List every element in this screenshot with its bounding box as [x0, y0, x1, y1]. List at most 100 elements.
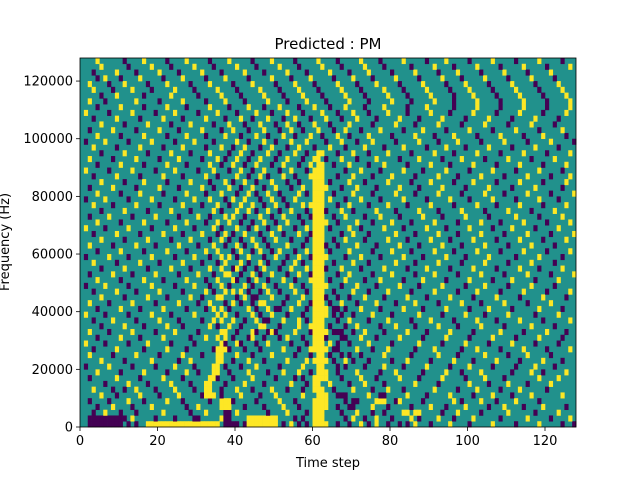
- heatmap-cell: [545, 219, 550, 226]
- heatmap-cell: [211, 207, 216, 214]
- heatmap-cell: [246, 75, 251, 82]
- heatmap-cell: [95, 369, 100, 376]
- heatmap-cell: [328, 248, 333, 255]
- heatmap-cell: [266, 132, 271, 140]
- heatmap-cell: [91, 144, 96, 151]
- heatmap-cell: [235, 328, 240, 336]
- heatmap-cell: [95, 421, 100, 428]
- heatmap-cell: [548, 69, 554, 76]
- heatmap-cell: [231, 127, 236, 134]
- heatmap-cell: [428, 202, 433, 209]
- heatmap-cell: [343, 104, 348, 111]
- heatmap-cell: [215, 109, 220, 116]
- heatmap-cell: [227, 236, 232, 243]
- heatmap-cell: [378, 127, 383, 134]
- heatmap-cell: [572, 190, 577, 197]
- heatmap-cell: [498, 98, 503, 105]
- heatmap-cell: [370, 248, 375, 255]
- heatmap-cell: [417, 184, 422, 191]
- heatmap-cell: [312, 173, 317, 180]
- heatmap-cell: [273, 202, 278, 209]
- heatmap-cell: [324, 357, 329, 364]
- heatmap-cell: [421, 305, 426, 312]
- heatmap-cell: [262, 236, 267, 243]
- heatmap-cell: [196, 421, 201, 428]
- heatmap-cell: [521, 288, 526, 295]
- heatmap-cell: [568, 317, 573, 324]
- heatmap-cell: [459, 300, 464, 307]
- heatmap-cell: [196, 300, 201, 307]
- heatmap-cell: [281, 213, 286, 220]
- heatmap-cell: [250, 236, 255, 243]
- x-tick-label: 80: [382, 434, 399, 449]
- heatmap-cell: [235, 409, 240, 416]
- heatmap-cell: [514, 254, 519, 261]
- heatmap-cell: [362, 236, 368, 243]
- heatmap-cell: [335, 173, 340, 180]
- heatmap-cell: [180, 98, 185, 105]
- heatmap-cell: [308, 213, 313, 220]
- heatmap-cell: [517, 236, 523, 243]
- heatmap-cell: [428, 317, 433, 324]
- heatmap-cell: [479, 369, 484, 376]
- heatmap-cell: [103, 380, 108, 387]
- heatmap-cell: [320, 288, 325, 295]
- heatmap-cell: [331, 213, 337, 220]
- heatmap-cell: [149, 403, 154, 411]
- heatmap-cell: [320, 340, 325, 347]
- heatmap-cell: [165, 346, 170, 353]
- heatmap-cell: [386, 317, 391, 324]
- heatmap-cell: [463, 254, 468, 261]
- heatmap-cell: [475, 150, 480, 157]
- heatmap-cell: [386, 346, 391, 353]
- heatmap-cell: [157, 98, 162, 105]
- heatmap-cell: [355, 219, 360, 226]
- heatmap-cell: [471, 357, 476, 364]
- heatmap-cell: [463, 144, 468, 151]
- heatmap-cell: [103, 138, 108, 145]
- heatmap-cell: [436, 259, 441, 266]
- heatmap-cell: [161, 75, 166, 82]
- heatmap-cell: [312, 242, 317, 249]
- heatmap-cell: [548, 230, 554, 238]
- heatmap-cell: [130, 363, 135, 370]
- heatmap-cell: [448, 421, 453, 428]
- heatmap-cell: [335, 317, 340, 324]
- heatmap-cell: [455, 219, 461, 226]
- heatmap-cell: [180, 259, 185, 266]
- heatmap-cell: [320, 334, 325, 341]
- heatmap-cell: [452, 179, 457, 186]
- heatmap-cell: [320, 190, 325, 197]
- heatmap-cell: [289, 282, 294, 289]
- heatmap-cell: [188, 207, 193, 214]
- heatmap-cell: [405, 161, 410, 168]
- heatmap-cell: [440, 375, 445, 382]
- heatmap-cell: [266, 305, 271, 312]
- heatmap-cell: [200, 127, 205, 134]
- heatmap-cell: [242, 282, 247, 289]
- heatmap-cell: [339, 282, 344, 289]
- heatmap-cell: [269, 144, 275, 151]
- heatmap-cell: [475, 98, 480, 105]
- heatmap-cell: [258, 392, 263, 399]
- heatmap-cell: [118, 132, 123, 140]
- heatmap-cell: [103, 311, 108, 318]
- heatmap-cell: [424, 363, 430, 370]
- heatmap-cell: [568, 98, 573, 105]
- heatmap-cell: [207, 236, 213, 243]
- heatmap-cell: [176, 392, 182, 399]
- heatmap-cell: [134, 184, 139, 191]
- heatmap-cell: [180, 288, 185, 295]
- heatmap-cell: [467, 225, 472, 232]
- heatmap-cell: [324, 392, 329, 399]
- heatmap-cell: [533, 144, 538, 151]
- heatmap-cell: [289, 340, 294, 347]
- heatmap-cell: [324, 421, 329, 428]
- heatmap-cell: [304, 357, 309, 364]
- heatmap-cell: [417, 156, 422, 163]
- heatmap-cell: [421, 127, 426, 134]
- heatmap-cell: [401, 58, 406, 65]
- heatmap-cell: [235, 190, 240, 197]
- heatmap-cell: [548, 190, 554, 197]
- heatmap-cell: [529, 156, 534, 163]
